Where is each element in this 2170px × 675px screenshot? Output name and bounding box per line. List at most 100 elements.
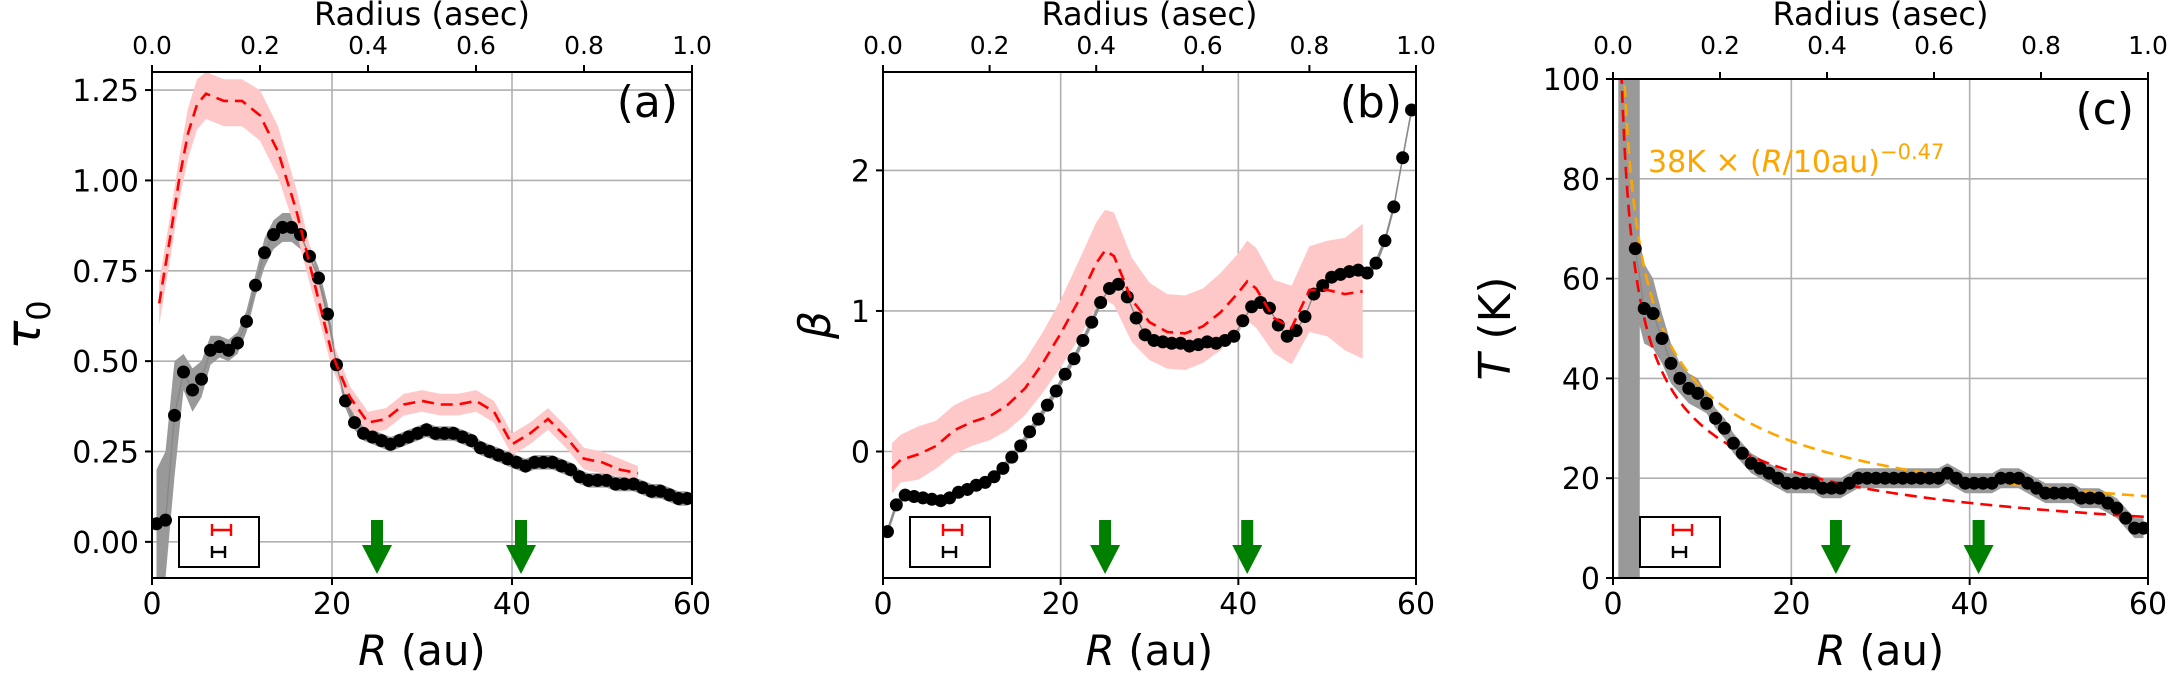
- y-axis-title-subscript: 0: [20, 300, 58, 320]
- data-point: [438, 426, 451, 440]
- x-tick-label: 0: [1603, 587, 1622, 622]
- top-x-tick-label: 0.2: [240, 31, 280, 60]
- data-point: [1896, 471, 1910, 485]
- data-point: [1396, 151, 1410, 165]
- top-x-tick-label: 0.4: [1076, 31, 1116, 60]
- data-point: [1691, 386, 1705, 400]
- data-point: [1905, 471, 1919, 485]
- y-axis-title-symbol: τ: [0, 320, 52, 350]
- data-point: [1111, 277, 1125, 291]
- data-point: [177, 365, 190, 379]
- x-tick-label: 20: [1042, 587, 1080, 622]
- data-point: [1165, 336, 1179, 350]
- data-point: [1227, 329, 1241, 343]
- data-point: [618, 477, 631, 491]
- data-point: [348, 416, 361, 430]
- data-point: [1673, 371, 1687, 385]
- data-point: [996, 461, 1010, 475]
- data-point: [276, 220, 289, 234]
- data-point: [582, 473, 595, 487]
- plot-area: [883, 103, 1416, 539]
- gap-arrow-head: [362, 545, 392, 574]
- data-point: [1298, 310, 1312, 324]
- data-point: [1976, 476, 1990, 490]
- data-point: [2074, 491, 2088, 505]
- gap-arrow-shaft: [371, 520, 383, 548]
- annotation-prefix: 38K × (: [1648, 145, 1762, 180]
- top-x-tick-label: 0.2: [1700, 31, 1740, 60]
- top-x-tick-label: 0.8: [564, 31, 604, 60]
- data-point: [1914, 471, 1928, 485]
- panel-a: 0 20 40 60 0.0 0.2 0.4 0.6 0.8 1.0 Radius (asec) 0.…: [0, 0, 712, 675]
- data-point: [231, 336, 244, 350]
- data-point: [1700, 396, 1714, 410]
- red-dashed-line: [157, 92, 639, 475]
- data-point: [2056, 486, 2070, 500]
- data-point: [1923, 471, 1937, 485]
- top-x-tick-label: 0.2: [970, 31, 1010, 60]
- y-tick-label: 60: [1562, 263, 1600, 298]
- data-point: [1664, 356, 1678, 370]
- x-axis-title: R (au): [358, 626, 486, 675]
- top-x-tick-label: 0.0: [1593, 31, 1633, 60]
- panel-c: 0 20 40 60 0.0 0.2 0.4 0.6 0.8 1.0 Radius (asec) 0 2…: [1470, 0, 2168, 675]
- top-x-tick-label: 0.0: [863, 31, 903, 60]
- x-axis-title: R (au): [1817, 626, 1945, 675]
- data-point: [1628, 242, 1642, 256]
- red-dashed-line: [891, 248, 1363, 470]
- data-point: [1655, 331, 1669, 345]
- red-dashed-band: [891, 209, 1363, 494]
- data-point: [258, 246, 271, 260]
- gap-arrow: [1963, 520, 1994, 574]
- data-point: [1735, 446, 1749, 460]
- top-x-tick-label: 0.0: [132, 31, 172, 60]
- x-axis-title-symbol: R: [1817, 626, 1846, 675]
- annotation-symbol: R: [1762, 145, 1783, 180]
- y-axis-title: T (K): [1470, 276, 1521, 380]
- data-point: [267, 228, 280, 242]
- data-point: [2038, 486, 2052, 500]
- data-point: [195, 372, 208, 386]
- data-point: [2137, 521, 2148, 535]
- x-tick-label: 60: [1397, 587, 1435, 622]
- top-x-tick-label: 0.4: [1807, 31, 1847, 60]
- top-x-tick-label: 0.4: [348, 31, 388, 60]
- data-point: [2083, 491, 2097, 505]
- y-tick-label: 0.50: [72, 345, 139, 380]
- gap-arrow-shaft: [1829, 520, 1842, 548]
- gap-arrow-head: [1820, 545, 1851, 574]
- y-axis-title: β: [790, 311, 841, 340]
- beam-inset-box: [909, 516, 991, 568]
- x-tick-label: 0: [873, 587, 892, 622]
- data-point: [1076, 333, 1090, 347]
- data-point: [681, 491, 692, 505]
- y-tick-label: 1: [851, 295, 870, 330]
- data-point: [1780, 476, 1794, 490]
- plot-frame: [882, 71, 1417, 579]
- data-point: [1887, 471, 1901, 485]
- gap-arrow-shaft: [1241, 520, 1254, 548]
- data-point: [1085, 315, 1099, 329]
- data-point: [285, 220, 298, 234]
- data-point: [1967, 476, 1981, 490]
- data-point: [1824, 481, 1838, 495]
- data-point: [1994, 471, 2008, 485]
- data-point: [303, 249, 316, 263]
- gap-arrow: [1232, 520, 1263, 574]
- grid: [152, 72, 692, 578]
- y-tick-label: 0.00: [72, 526, 139, 561]
- data-point: [645, 484, 658, 498]
- beam-inset: [909, 516, 991, 568]
- top-x-tick-label: 0.6: [456, 31, 496, 60]
- data-point: [1878, 471, 1892, 485]
- x-tick-label: 60: [673, 587, 711, 622]
- data-point: [2047, 486, 2061, 500]
- data-point: [186, 383, 199, 397]
- data-point: [1049, 384, 1063, 398]
- data-point: [1709, 411, 1723, 425]
- y-tick-label: 80: [1562, 163, 1600, 198]
- data-point: [2128, 521, 2142, 535]
- data-point: [528, 455, 541, 469]
- x-axis-title-unit: (au): [387, 626, 485, 675]
- gap-arrow-shaft: [1099, 520, 1112, 548]
